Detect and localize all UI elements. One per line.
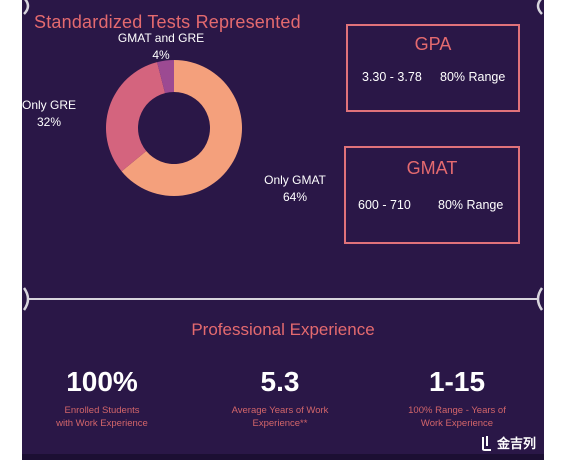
stat-range-years-value: 1-15 — [428, 366, 486, 397]
gmat-range-label: 80% Range — [438, 198, 504, 212]
stat-enrolled: 100% Enrolled Students with Work Experie… — [32, 366, 172, 430]
stat-avg-years-caption-1: Average Years of Work — [231, 405, 329, 416]
gmat-box: GMAT 600 - 710 80% Range — [344, 146, 520, 244]
label-gre-name: Only GRE — [22, 98, 76, 112]
stat-avg-years-value: 5.3 — [260, 366, 300, 397]
donut-chart — [104, 58, 244, 198]
gpa-title: GPA — [414, 34, 452, 54]
gmat-range: 600 - 710 — [358, 198, 411, 212]
chart-title: Standardized Tests Represented — [34, 12, 301, 32]
gpa-range: 3.30 - 3.78 — [362, 70, 422, 84]
stat-avg-years-caption-2: Experience** — [252, 418, 308, 429]
label-both-pct: 4% — [152, 48, 170, 62]
divider-right-cap-icon — [536, 287, 544, 311]
stat-range-years-caption-1: 100% Range - Years of — [408, 405, 506, 416]
section-title: Professional Experience — [191, 320, 375, 339]
gpa-box: GPA 3.30 - 3.78 80% Range — [346, 24, 520, 112]
infographic-panel: Standardized Tests Represented GMAT and … — [22, 0, 544, 460]
label-gmat-pct: 64% — [282, 190, 308, 204]
stat-avg-years: 5.3 Average Years of Work Experience** — [210, 366, 350, 430]
logo-text: 金吉列 — [496, 436, 536, 451]
stat-enrolled-value: 100% — [66, 366, 138, 397]
label-only-gmat: Only GMAT 64% — [250, 172, 340, 206]
section-divider — [22, 287, 544, 311]
slice-only-gre — [105, 62, 166, 172]
gmat-title: GMAT — [406, 158, 458, 178]
stat-range-years: 1-15 100% Range - Years of Work Experien… — [387, 366, 527, 430]
label-only-gre: Only GRE 32% — [22, 97, 84, 131]
slice-only-gmat — [121, 60, 242, 196]
label-both-name: GMAT and GRE — [117, 31, 205, 45]
gpa-range-label: 80% Range — [440, 70, 506, 84]
divider-left-cap-icon — [22, 287, 30, 311]
top-left-cap-icon — [23, 0, 30, 15]
stat-range-years-caption-2: Work Experience — [420, 418, 494, 429]
label-gmat-name: Only GMAT — [264, 173, 326, 187]
divider-line — [28, 298, 538, 300]
label-gmat-and-gre: GMAT and GRE 4% — [106, 30, 216, 64]
slice-gmat-and-gre — [157, 60, 174, 94]
top-right-cap-icon — [536, 0, 543, 15]
stat-enrolled-caption-1: Enrolled Students — [64, 405, 140, 416]
label-gre-pct: 32% — [36, 115, 62, 129]
watermark-logo: 金吉列 — [480, 433, 536, 452]
logo-mark-icon — [481, 435, 491, 451]
stat-enrolled-caption-2: with Work Experience — [56, 418, 148, 429]
bottom-bar — [22, 454, 544, 460]
donut-svg — [105, 60, 242, 196]
